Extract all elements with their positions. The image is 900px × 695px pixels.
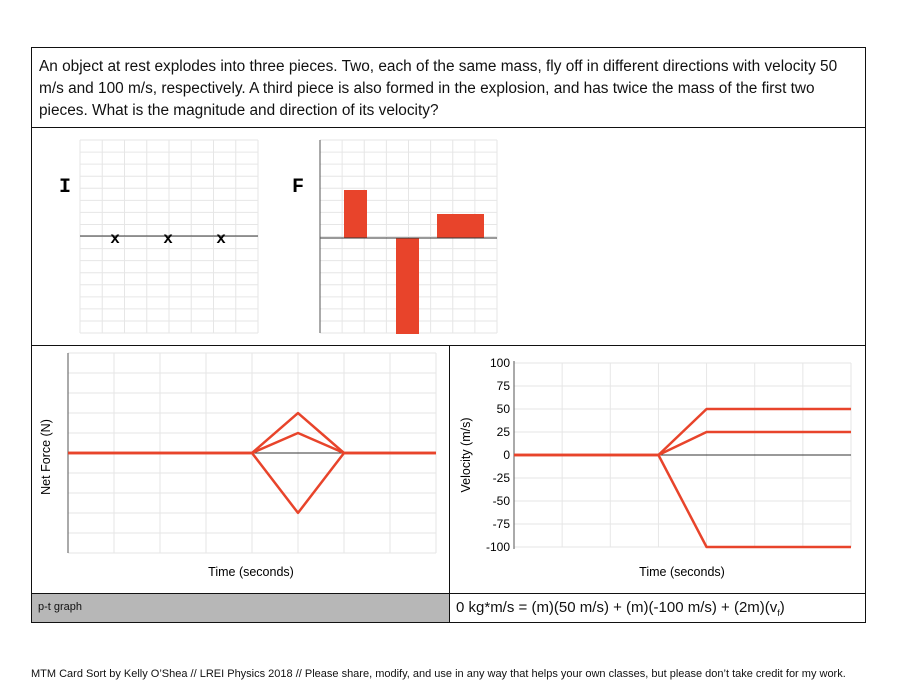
velocity-graph-panel: 100 75 50 25 0 -25 -50 -75 -100 Velocity (m/s) T… xyxy=(450,345,865,594)
velocity-xlabel: Time (seconds) xyxy=(639,565,725,579)
velocity-ticks: 100 75 50 25 0 -25 -50 -75 -100 xyxy=(486,356,510,554)
force-ylabel: Net Force (N) xyxy=(39,419,53,495)
velocity-tick-label: -25 xyxy=(493,471,511,485)
velocity-tick-label: 100 xyxy=(490,356,510,370)
force-chart: Net Force (N) Time (seconds) xyxy=(39,352,437,579)
credit-line: MTM Card Sort by Kelly O’Shea // LREI Ph… xyxy=(31,668,846,680)
velocity-series-line-3 xyxy=(514,453,851,549)
velocity-tick-label: 75 xyxy=(497,379,511,393)
graph-type-label: p-t graph xyxy=(32,594,450,622)
diagrams-svg: I x x x F xyxy=(59,139,498,334)
mark-2: x xyxy=(163,230,173,248)
equation-subscript: f xyxy=(777,608,780,618)
force-graph-panel: Net Force (N) Time (seconds) xyxy=(32,345,450,594)
equation-main: 0 kg*m/s = (m)(50 m/s) + (m)(-100 m/s) +… xyxy=(456,599,778,616)
velocity-tick-label: 25 xyxy=(497,425,511,439)
equation-end: ) xyxy=(779,599,785,616)
velocity-tick-label: -100 xyxy=(486,540,510,554)
final-label: F xyxy=(292,176,304,199)
diagram-row: I x x x F xyxy=(32,128,865,346)
velocity-series xyxy=(514,407,851,549)
velocity-tick-label: 50 xyxy=(497,402,511,416)
card: An object at rest explodes into three pi… xyxy=(31,47,866,623)
force-series xyxy=(68,411,436,515)
force-xlabel: Time (seconds) xyxy=(208,565,294,579)
mark-3: x xyxy=(216,230,226,248)
question-text: An object at rest explodes into three pi… xyxy=(32,48,865,128)
force-grid xyxy=(67,352,437,554)
velocity-series-line-2 xyxy=(514,430,851,457)
velocity-ylabel: Velocity (m/s) xyxy=(459,417,473,492)
velocity-tick-label: -75 xyxy=(493,517,511,531)
final-bars xyxy=(344,190,484,334)
bar-1 xyxy=(344,190,367,238)
velocity-chart: 100 75 50 25 0 -25 -50 -75 -100 Velocity (m/s) T… xyxy=(459,356,852,579)
mark-1: x xyxy=(110,230,120,248)
velocity-tick-label: -50 xyxy=(493,494,511,508)
bar-2 xyxy=(396,238,419,334)
initial-label: I xyxy=(59,176,71,199)
equation: 0 kg*m/s = (m)(50 m/s) + (m)(-100 m/s) +… xyxy=(450,594,865,622)
force-series-line-3 xyxy=(68,451,436,515)
velocity-tick-label: 0 xyxy=(503,448,510,462)
bar-3 xyxy=(437,214,484,238)
